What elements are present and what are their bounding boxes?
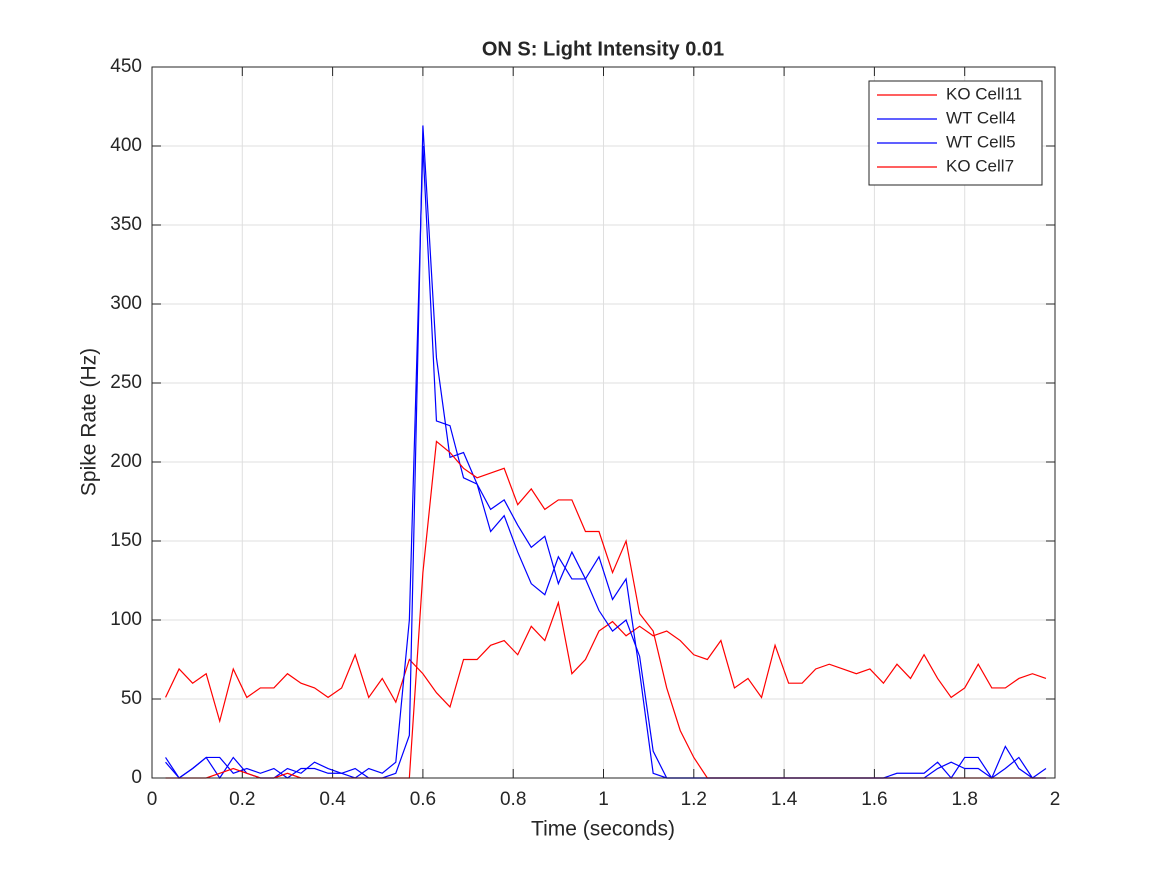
data-line	[165, 600, 1047, 724]
x-tick-label: 0.6	[410, 789, 436, 810]
y-axis-label: Spike Rate (Hz)	[78, 348, 101, 496]
axes-box	[151, 66, 1056, 779]
x-tick-label: 1.8	[951, 789, 977, 810]
y-tick-label: 200	[110, 451, 142, 472]
x-axis-label: Time (seconds)	[531, 818, 675, 841]
y-tick-label: 250	[110, 372, 142, 393]
x-tick-label: 1.4	[771, 789, 798, 810]
legend-box	[868, 80, 1043, 186]
legend-label: WT Cell5	[946, 132, 1016, 151]
y-tick-label: 400	[110, 135, 142, 156]
legend: KO Cell11 WT Cell4 WT Cell5 KO Cell7	[868, 80, 1043, 186]
x-tick-label: 0.4	[319, 789, 346, 810]
y-tick-label: 450	[110, 56, 142, 77]
x-tick-label: 0.2	[229, 789, 255, 810]
x-tick-label: 1.6	[861, 789, 887, 810]
legend-label: KO Cell11	[946, 84, 1022, 103]
y-tick-label: 300	[110, 293, 142, 314]
chart-title: ON S: Light Intensity 0.01	[482, 38, 724, 60]
y-tick-label: 100	[110, 609, 142, 630]
y-tick-label: 50	[121, 688, 142, 709]
legend-label: KO Cell7	[946, 156, 1014, 175]
x-tick-label: 0.8	[500, 789, 526, 810]
x-tick-label: 1	[598, 789, 609, 810]
x-tick-label: 2	[1050, 789, 1061, 810]
y-tick-label: 0	[131, 767, 142, 788]
x-tick-label: 0	[147, 789, 158, 810]
data-line	[165, 125, 1047, 780]
y-tick-label: 150	[110, 530, 142, 551]
legend-label: WT Cell4	[946, 108, 1016, 127]
y-tick-label: 350	[110, 214, 142, 235]
x-tick-label: 1.2	[681, 789, 707, 810]
